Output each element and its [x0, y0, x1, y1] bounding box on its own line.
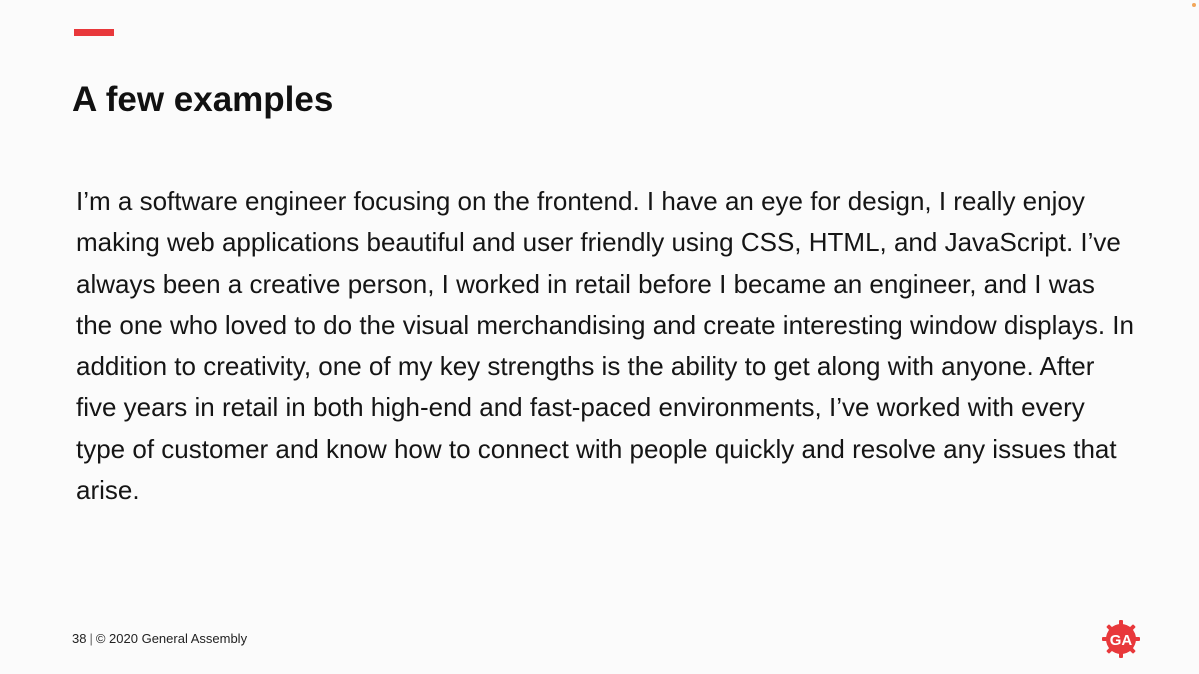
footer-separator: |: [89, 631, 93, 646]
footer: 38 | © 2020 General Assembly: [72, 631, 247, 646]
page-number: 38: [72, 631, 87, 646]
corner-dot: [1192, 3, 1196, 7]
slide-title: A few examples: [72, 80, 334, 119]
slide-body-text: I’m a software engineer focusing on the …: [76, 186, 1134, 506]
logo-text: GA: [1110, 632, 1133, 649]
general-assembly-logo-icon: GA: [1100, 618, 1142, 660]
copyright-text: © 2020 General Assembly: [95, 631, 248, 646]
accent-bar: [74, 29, 114, 36]
